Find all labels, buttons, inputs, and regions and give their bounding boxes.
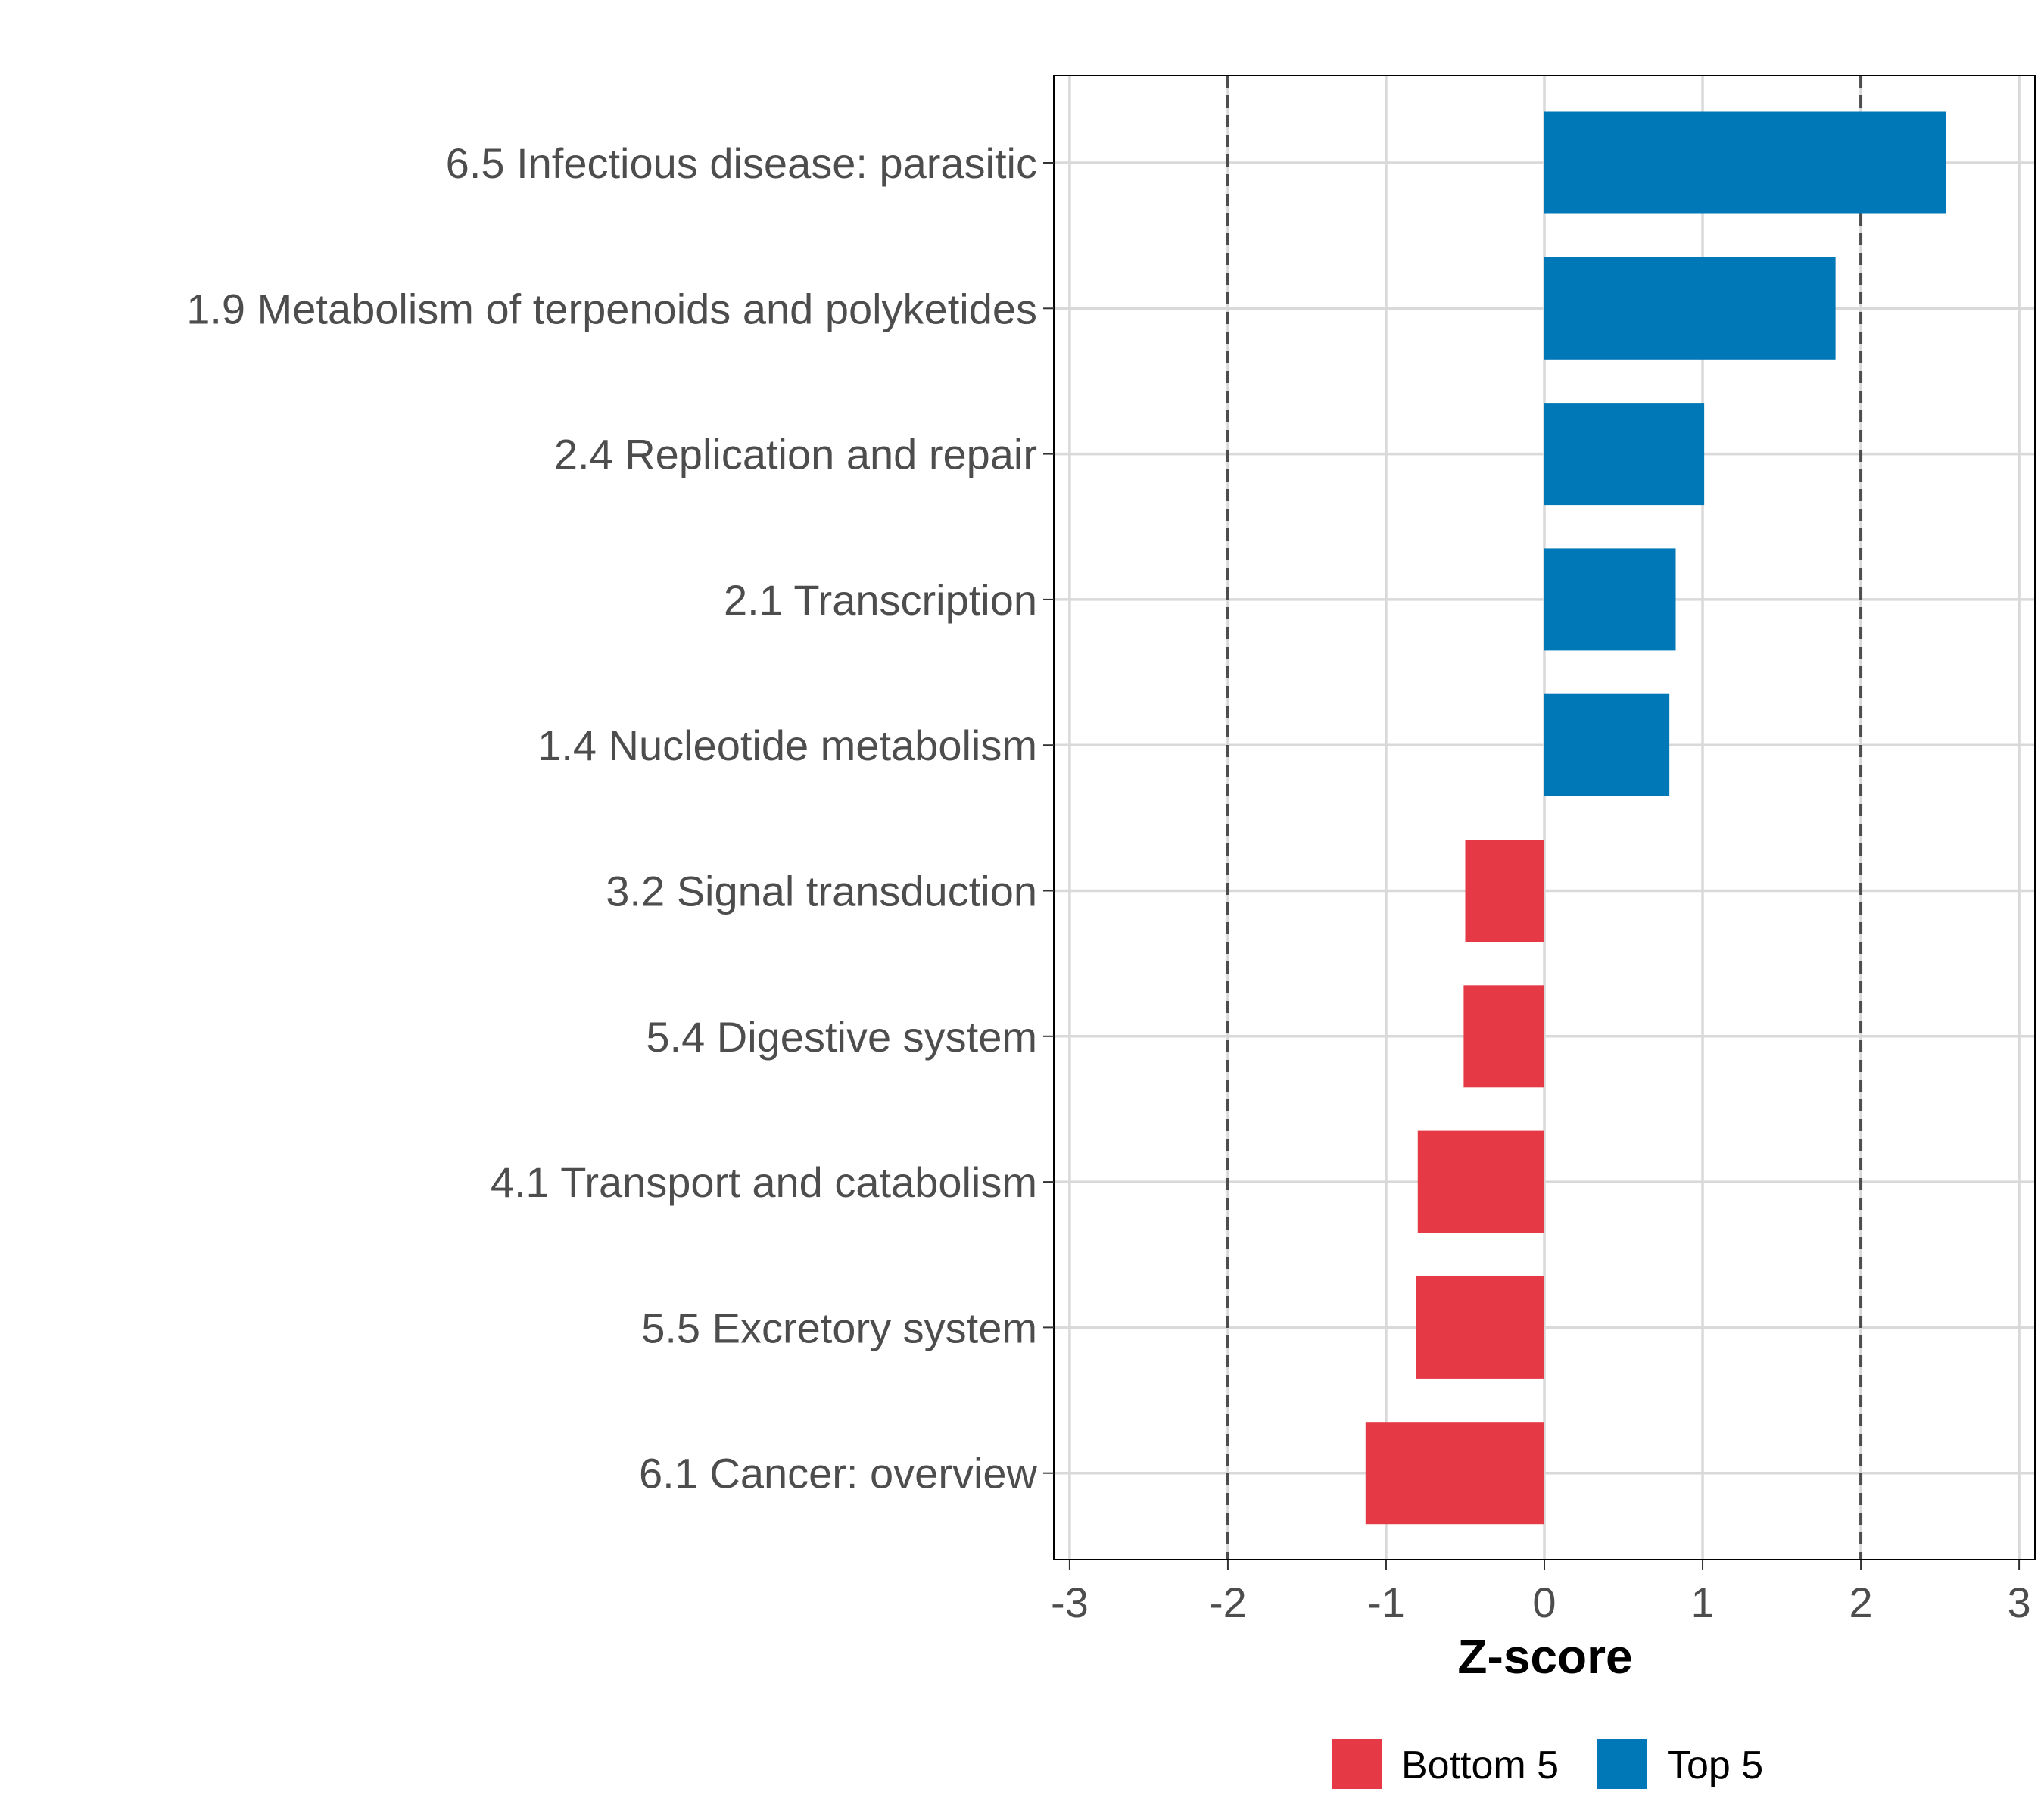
x-tick-label: -2 [1209, 1579, 1247, 1626]
bar [1463, 985, 1544, 1088]
y-tick-label: 6.5 Infectious disease: parasitic [446, 139, 1037, 187]
x-tick-label: 1 [1690, 1579, 1714, 1626]
y-tick-label: 1.4 Nucleotide metabolism [537, 722, 1037, 769]
bar [1416, 1276, 1544, 1379]
y-tick-label: 6.1 Cancer: overview [639, 1450, 1038, 1498]
legend-label: Top 5 [1667, 1744, 1763, 1787]
y-axis-labels: 6.5 Infectious disease: parasitic 1.9 Met… [186, 139, 1054, 1498]
bar [1544, 257, 1836, 360]
bar [1544, 111, 1946, 214]
y-tick-label: 5.5 Excretory system [641, 1304, 1037, 1351]
legend-label: Bottom 5 [1401, 1744, 1559, 1787]
y-tick-label: 2.1 Transcription [724, 576, 1037, 624]
reference-lines [1226, 76, 1863, 1560]
legend-swatch [1332, 1739, 1382, 1789]
bar [1544, 548, 1676, 651]
x-tick-label: 3 [2008, 1579, 2031, 1626]
legend: Bottom 5 Top 5 [1332, 1739, 1763, 1789]
x-axis-ticks: -3 -2 -1 0 1 2 3 [1051, 1560, 2031, 1626]
y-tick-label: 3.2 Signal transduction [606, 868, 1037, 915]
legend-swatch [1597, 1739, 1647, 1789]
x-axis-title: Z-score [1457, 1629, 1632, 1684]
bar [1365, 1422, 1544, 1525]
bar [1544, 403, 1705, 506]
bars [1365, 111, 1946, 1525]
x-tick-label: 2 [1849, 1579, 1872, 1626]
x-tick-label: 0 [1532, 1579, 1556, 1626]
x-tick-label: -1 [1367, 1579, 1405, 1626]
y-tick-label: 5.4 Digestive system [646, 1013, 1037, 1061]
y-tick-label: 4.1 Transport and catabolism [491, 1158, 1037, 1206]
y-tick-label: 2.4 Replication and repair [554, 431, 1037, 478]
x-tick-label: -3 [1051, 1579, 1089, 1626]
bar [1465, 840, 1544, 942]
bar [1544, 693, 1670, 796]
bar [1417, 1130, 1544, 1233]
y-tick-label: 1.9 Metabolism of terpenoids and polyket… [186, 285, 1037, 332]
